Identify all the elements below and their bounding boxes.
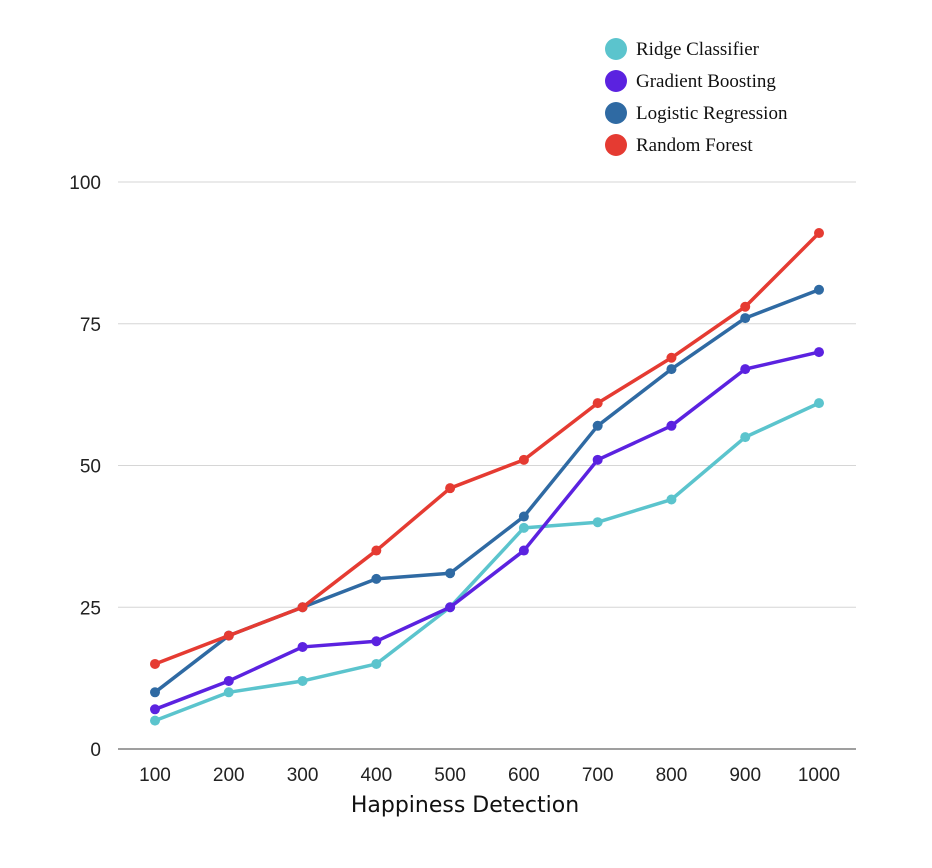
- data-point: [297, 602, 308, 613]
- data-point: [592, 398, 603, 409]
- y-tick-label: 75: [80, 315, 101, 336]
- data-point: [740, 301, 751, 312]
- x-tick-label: 800: [656, 765, 688, 786]
- legend: Ridge Classifier Gradient Boosting Logisti…: [605, 38, 788, 156]
- data-point: [592, 517, 603, 528]
- legend-item: Logistic Regression: [605, 102, 788, 124]
- data-point: [150, 658, 160, 669]
- data-point: [297, 641, 308, 652]
- legend-label: Gradient Boosting: [636, 71, 776, 92]
- y-tick-label: 50: [80, 457, 101, 478]
- y-tick-label: 0: [90, 740, 101, 761]
- data-point: [740, 313, 751, 324]
- data-point: [740, 364, 751, 375]
- legend-item: Random Forest: [605, 134, 753, 156]
- data-point: [223, 630, 234, 641]
- legend-label: Random Forest: [636, 135, 753, 156]
- data-point: [223, 675, 234, 686]
- y-axis-ticks: 0 25 50 75 100: [69, 173, 101, 761]
- x-tick-label: 500: [434, 765, 466, 786]
- series-line: [153, 350, 821, 712]
- data-point: [445, 483, 456, 494]
- series-random-forest: [150, 228, 824, 669]
- data-point: [666, 352, 677, 363]
- data-point: [666, 494, 677, 505]
- data-point: [445, 602, 456, 613]
- data-point: [150, 687, 160, 698]
- data-point: [814, 398, 824, 409]
- data-point: [371, 636, 382, 647]
- legend-marker: [605, 102, 627, 124]
- data-point: [666, 420, 677, 431]
- legend-label: Logistic Regression: [636, 103, 788, 124]
- x-tick-label: 900: [729, 765, 761, 786]
- y-tick-label: 25: [80, 598, 101, 619]
- data-point: [150, 715, 160, 726]
- legend-label: Ridge Classifier: [636, 39, 760, 60]
- legend-item: Gradient Boosting: [605, 70, 776, 92]
- data-point: [666, 364, 677, 375]
- x-tick-label: 700: [582, 765, 614, 786]
- x-tick-label: 100: [139, 765, 171, 786]
- series-logistic-regression: [150, 284, 824, 698]
- data-point: [814, 284, 824, 295]
- x-axis-title: Happiness Detection: [351, 793, 579, 818]
- data-point: [592, 454, 603, 465]
- data-point: [518, 511, 529, 522]
- data-point: [814, 228, 824, 239]
- series-lines: [150, 228, 824, 726]
- x-tick-label: 1000: [798, 765, 840, 786]
- data-point: [518, 545, 529, 556]
- x-tick-label: 600: [508, 765, 540, 786]
- y-tick-label: 100: [69, 173, 101, 194]
- data-point: [740, 432, 751, 443]
- gridlines: [118, 181, 856, 750]
- x-tick-label: 400: [360, 765, 392, 786]
- data-point: [814, 347, 824, 358]
- data-point: [445, 568, 456, 579]
- legend-marker: [605, 38, 627, 60]
- data-point: [518, 522, 529, 533]
- data-point: [297, 675, 308, 686]
- series-gradient-boosting: [150, 347, 824, 715]
- series-ridge-classifier: [150, 398, 824, 726]
- data-point: [150, 704, 160, 715]
- legend-marker: [605, 134, 627, 156]
- x-axis-ticks: 100 200 300 400 500 600 700 800 900 1000: [139, 765, 840, 786]
- legend-marker: [605, 70, 627, 92]
- x-tick-label: 200: [213, 765, 245, 786]
- data-point: [223, 687, 234, 698]
- x-tick-label: 300: [287, 765, 319, 786]
- data-point: [371, 573, 382, 584]
- series-line: [153, 231, 821, 666]
- data-point: [592, 420, 603, 431]
- series-line: [153, 287, 821, 695]
- data-point: [371, 658, 382, 669]
- legend-item: Ridge Classifier: [605, 38, 760, 60]
- series-line: [153, 401, 821, 723]
- data-point: [518, 454, 529, 465]
- data-point: [371, 545, 382, 556]
